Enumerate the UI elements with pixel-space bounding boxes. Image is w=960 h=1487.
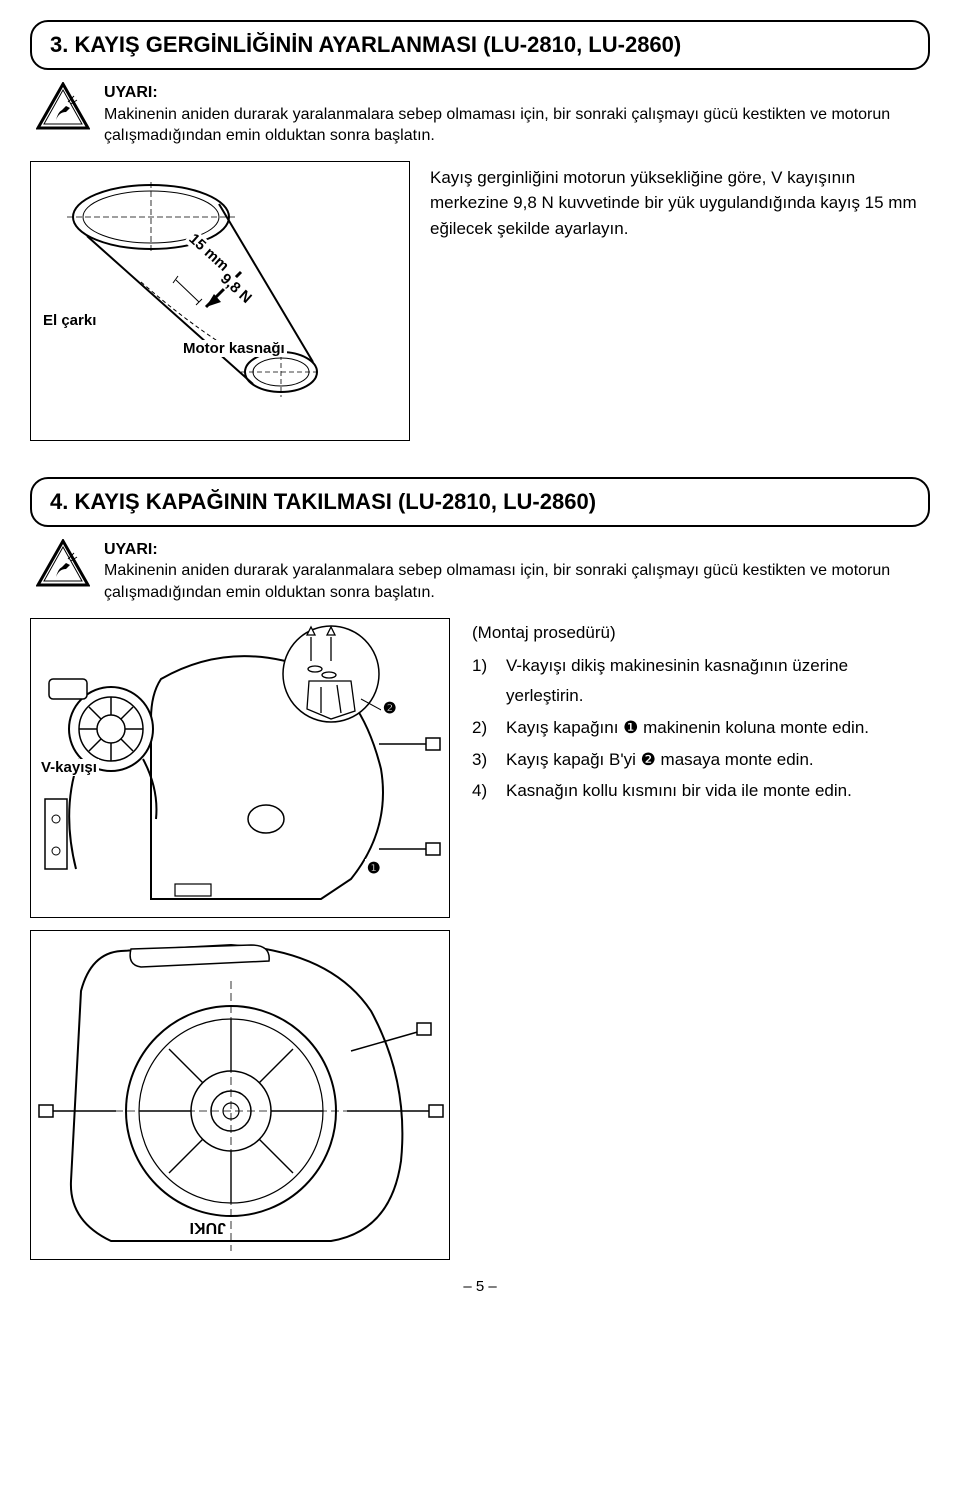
handwheel-label: El çarkı xyxy=(41,312,98,329)
motor-pulley-label: Motor kasnağı xyxy=(181,340,287,357)
section4-warning: UYARI: Makinenin aniden durarak yaralanm… xyxy=(36,539,924,604)
pulley-mount-diagram: JUKI xyxy=(30,930,450,1260)
warning-label: UYARI: xyxy=(104,539,924,561)
belt-tension-diagram: 15 mm 9,8 N El çarkı Motor kasnağı xyxy=(30,161,410,441)
step-text: Kayış kapağı B'yi ❷ masaya monte edin. xyxy=(506,745,814,775)
step-3: 3) Kayış kapağı B'yi ❷ masaya monte edin… xyxy=(472,745,869,775)
warning-label: UYARI: xyxy=(104,82,924,104)
section4-warning-text: UYARI: Makinenin aniden durarak yaralanm… xyxy=(104,539,924,604)
step-text: Kayış kapağını ❶ makinenin koluna monte … xyxy=(506,713,869,743)
section3-body: Kayış gerginliğini motorun yüksekliğine … xyxy=(430,161,930,242)
section3-title: 3. KAYIŞ GERGİNLİĞİNİN AYARLANMASI (LU-2… xyxy=(50,32,910,58)
section3-diagram-row: 15 mm 9,8 N El çarkı Motor kasnağı Kayış… xyxy=(30,161,930,441)
section3-warning: UYARI: Makinenin aniden durarak yaralanm… xyxy=(36,82,924,147)
step-num: 4) xyxy=(472,776,498,806)
page-number: – 5 – xyxy=(30,1278,930,1295)
step-1: 1) V-kayışı dikiş makinesinin kasnağının… xyxy=(472,651,869,711)
step-text: V-kayışı dikiş makinesinin kasnağının üz… xyxy=(506,656,848,675)
step-text: Kasnağın kollu kısmını bir vida ile mont… xyxy=(506,776,852,806)
section4-header: 4. KAYIŞ KAPAĞININ TAKILMASI (LU-2810, L… xyxy=(30,477,930,527)
callout-1: ❶ xyxy=(365,859,382,877)
vbelt-label: V-kayışı xyxy=(39,759,99,776)
svg-text:JUKI: JUKI xyxy=(190,1219,226,1236)
section3-warning-text: UYARI: Makinenin aniden durarak yaralanm… xyxy=(104,82,924,147)
warning-icon xyxy=(36,539,90,587)
warning-body: Makinenin aniden durarak yaralanmalara s… xyxy=(104,562,890,601)
step-num: 3) xyxy=(472,745,498,775)
procedure-block: (Montaj prosedürü) 1) V-kayışı dikiş mak… xyxy=(472,618,869,809)
warning-icon xyxy=(36,82,90,130)
section4-title: 4. KAYIŞ KAPAĞININ TAKILMASI (LU-2810, L… xyxy=(50,489,910,515)
callout-2: ❷ xyxy=(381,699,398,717)
belt-cover-install-diagram: V-kayışı ❷ ❶ xyxy=(30,618,450,918)
warning-body: Makinenin aniden durarak yaralanmalara s… xyxy=(104,106,890,145)
procedure-title: (Montaj prosedürü) xyxy=(472,618,869,648)
step-4: 4) Kasnağın kollu kısmını bir vida ile m… xyxy=(472,776,869,806)
section3-header: 3. KAYIŞ GERGİNLİĞİNİN AYARLANMASI (LU-2… xyxy=(30,20,930,70)
step-num: 1) xyxy=(472,651,498,711)
step-num: 2) xyxy=(472,713,498,743)
step-2: 2) Kayış kapağını ❶ makinenin koluna mon… xyxy=(472,713,869,743)
step-text: yerleştirin. xyxy=(506,686,583,705)
section4-row: V-kayışı ❷ ❶ (Montaj prosedürü) 1) V-kay… xyxy=(30,618,930,918)
